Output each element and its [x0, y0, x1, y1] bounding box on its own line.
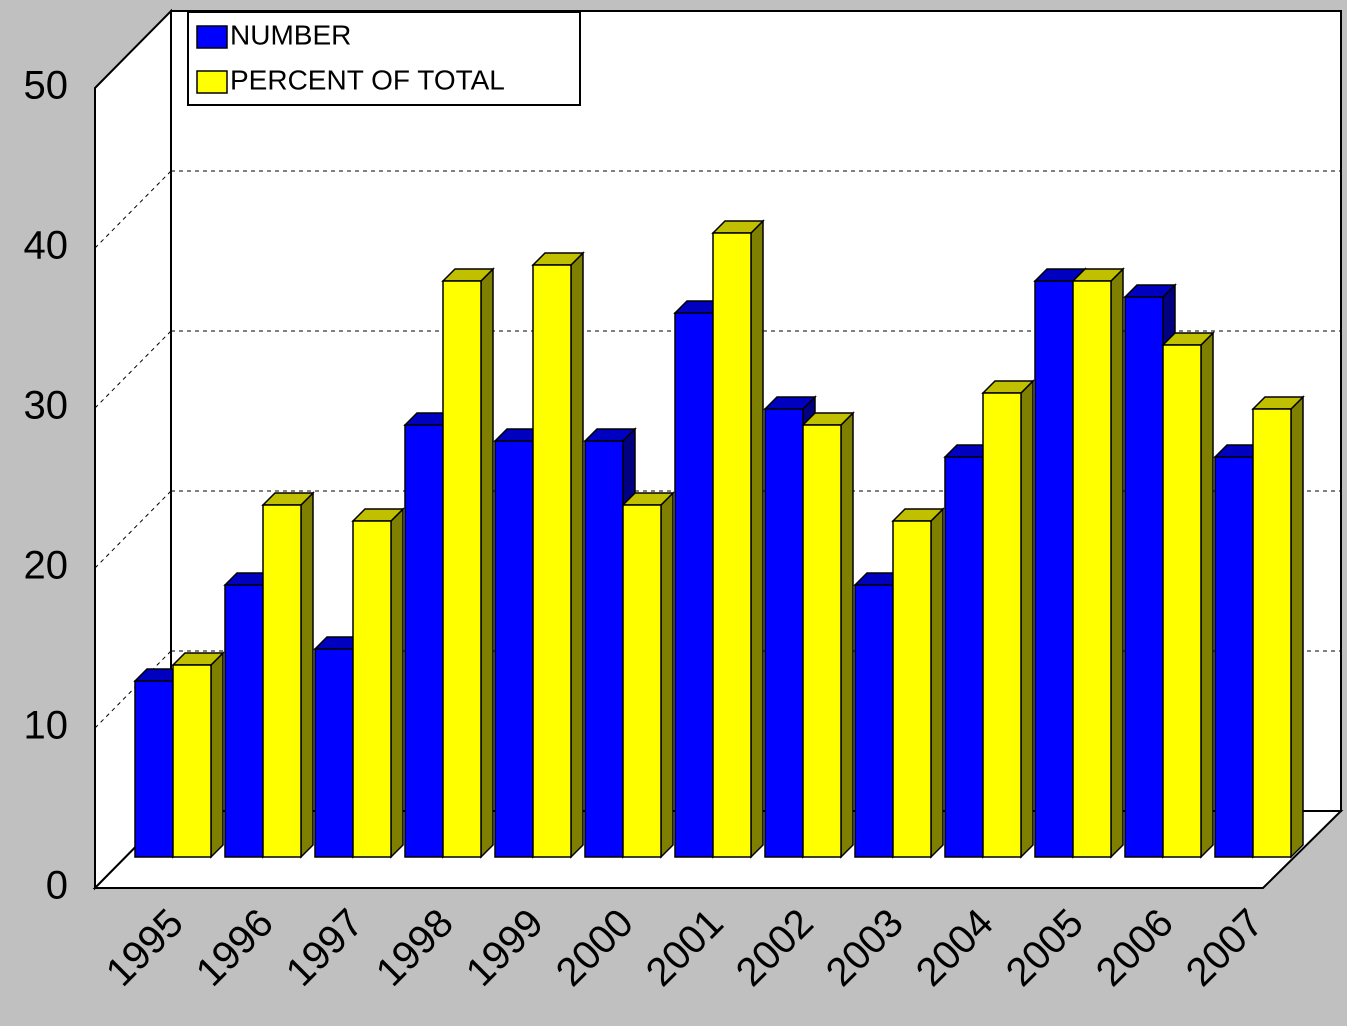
- grid-line: [94, 10, 172, 89]
- bar: [1161, 331, 1215, 859]
- bar-front: [532, 264, 572, 858]
- bar: [711, 219, 765, 859]
- legend: [187, 11, 581, 106]
- legend-label: PERCENT OF TOTAL: [230, 64, 505, 95]
- y-tick-label: 40: [24, 224, 69, 268]
- bar-side: [390, 507, 404, 859]
- bar: [531, 251, 585, 859]
- bar: [171, 651, 225, 859]
- y-tick-label: 0: [46, 864, 68, 908]
- bar-front: [1252, 408, 1292, 858]
- bar-side: [930, 507, 944, 859]
- bar-side: [1110, 267, 1124, 859]
- bar: [891, 507, 945, 859]
- bar-side: [570, 251, 584, 859]
- grid-line: [94, 170, 172, 249]
- bar-front: [442, 280, 482, 858]
- bar: [1071, 267, 1125, 859]
- bar-front: [404, 424, 444, 858]
- bar-front: [1162, 344, 1202, 858]
- grid-line: [94, 330, 172, 409]
- bar: [351, 507, 405, 859]
- bar-front: [1214, 456, 1254, 858]
- bar-front: [1072, 280, 1112, 858]
- bar-side: [750, 219, 764, 859]
- bar-front: [712, 232, 752, 858]
- bar-side: [480, 267, 494, 859]
- y-tick-label: 50: [24, 64, 69, 108]
- bar-front: [224, 584, 264, 858]
- y-tick-label: 30: [24, 384, 69, 428]
- bar: [441, 267, 495, 859]
- bar-front: [892, 520, 932, 858]
- bar-side: [660, 491, 674, 859]
- y-tick-label: 10: [24, 704, 69, 748]
- bar-side: [210, 651, 224, 859]
- bar-front: [1034, 280, 1074, 858]
- bar-side: [300, 491, 314, 859]
- bar-front: [584, 440, 624, 858]
- bar-front: [134, 680, 174, 858]
- bar-front: [982, 392, 1022, 858]
- bar: [801, 411, 855, 859]
- bar-front: [314, 648, 354, 858]
- bar: [1251, 395, 1305, 859]
- y-tick-label: 20: [24, 544, 69, 588]
- bar-front: [172, 664, 212, 858]
- bar: [981, 379, 1035, 859]
- grid-line: [94, 490, 172, 569]
- bar-side: [840, 411, 854, 859]
- bar-front: [1124, 296, 1164, 858]
- bar-front: [622, 504, 662, 858]
- bar-front: [262, 504, 302, 858]
- bar-side: [1200, 331, 1214, 859]
- bar-front: [944, 456, 984, 858]
- bar-front: [352, 520, 392, 858]
- bar: [1123, 283, 1177, 859]
- bar-front: [764, 408, 804, 858]
- grid-line: [94, 650, 172, 729]
- legend-swatch: [196, 25, 228, 49]
- bar-front: [674, 312, 714, 858]
- legend-label: NUMBER: [230, 19, 351, 50]
- bar-front: [854, 584, 894, 858]
- bar: [261, 491, 315, 859]
- bar-side: [1020, 379, 1034, 859]
- bar: [621, 491, 675, 859]
- legend-swatch: [196, 70, 228, 94]
- bar-front: [802, 424, 842, 858]
- bar-front: [494, 440, 534, 858]
- bar-side: [1290, 395, 1304, 859]
